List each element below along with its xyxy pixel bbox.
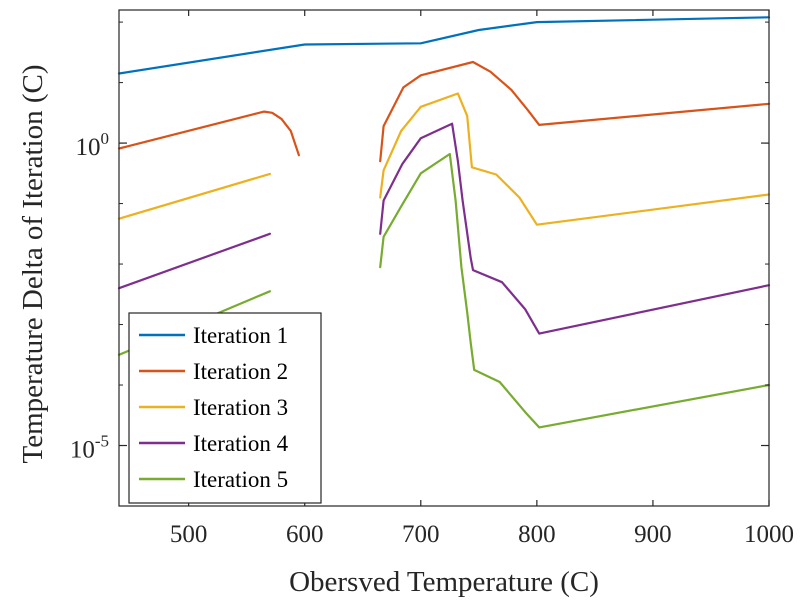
plot-frame [118, 9, 770, 507]
legend: Iteration 1 Iteration 2 Iteration 3 Iterati… [128, 312, 322, 504]
series-line-4-segment-1 [117, 232, 271, 290]
legend-label-5: Iteration 5 [193, 467, 288, 492]
x-tick-label: 900 [634, 521, 672, 548]
series-line-5-segment-2 [379, 152, 771, 429]
y-tick-label: 100 [76, 129, 110, 161]
x-tick-label: 700 [402, 521, 440, 548]
x-tick-label: 500 [170, 521, 208, 548]
legend-label-4: Iteration 4 [193, 431, 289, 456]
legend-label-3: Iteration 3 [193, 395, 288, 420]
x-tick-label: 1000 [744, 521, 794, 548]
x-tick-label: 800 [518, 521, 556, 548]
series-line-2-segment-2 [379, 60, 771, 163]
legend-label-1: Iteration 1 [193, 323, 288, 348]
series-line-3-segment-1 [117, 172, 271, 220]
y-axis-label: Temperature Delta of Iteration (C) [17, 65, 49, 464]
legend-label-2: Iteration 2 [193, 359, 288, 384]
series-line-3-segment-2 [379, 92, 771, 226]
series-line-1-segment-1 [117, 16, 771, 75]
series-line-4-segment-2 [379, 122, 771, 335]
y-tick-label: 10-5 [70, 432, 109, 464]
series-line-2-segment-1 [117, 110, 300, 157]
x-tick-label: 600 [286, 521, 324, 548]
x-axis-label: Obersved Temperature (C) [289, 566, 599, 598]
tick-labels: 500 600 700 800 900 1000 100 10-5 [70, 129, 794, 548]
